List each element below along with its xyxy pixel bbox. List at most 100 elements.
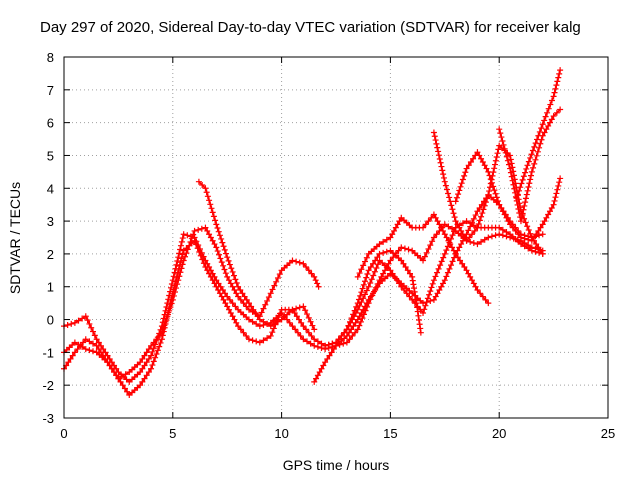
data-point: [541, 117, 547, 123]
data-point: [524, 192, 530, 198]
data-point: [424, 299, 430, 305]
data-point: [443, 183, 449, 189]
data-point: [436, 152, 442, 158]
data-point: [540, 231, 546, 237]
x-tick-label: 15: [383, 426, 397, 441]
data-point: [489, 233, 495, 239]
data-point: [181, 231, 187, 237]
data-point: [493, 232, 499, 238]
series-track-6: [322, 248, 424, 349]
data-point: [210, 209, 216, 215]
x-tick-label: 25: [601, 426, 615, 441]
data-point: [526, 180, 532, 186]
data-point: [439, 167, 445, 173]
data-point: [451, 210, 457, 216]
data-point: [433, 137, 439, 143]
series-track-4: [196, 179, 317, 333]
data-point: [363, 275, 369, 281]
data-point: [232, 276, 238, 282]
data-point: [218, 236, 224, 242]
data-point: [553, 190, 559, 196]
data-point: [417, 325, 423, 331]
x-tick-label: 5: [169, 426, 176, 441]
data-point: [529, 169, 535, 175]
data-point: [531, 144, 537, 150]
data-point: [253, 338, 259, 344]
data-point: [525, 184, 531, 190]
data-point: [486, 188, 492, 194]
data-point: [448, 202, 454, 208]
data-point: [222, 247, 228, 253]
data-point: [533, 140, 539, 146]
data-point: [250, 337, 256, 343]
series-track-11: [514, 67, 564, 201]
y-tick-label: 6: [47, 116, 54, 131]
data-point: [86, 347, 92, 353]
data-point: [402, 245, 408, 251]
data-point: [217, 255, 223, 261]
data-point: [219, 240, 225, 246]
data-point: [221, 243, 227, 249]
data-point: [535, 133, 541, 139]
data-point: [231, 273, 237, 279]
y-axis-label: SDTVAR / TECUs: [7, 182, 23, 294]
data-point: [557, 175, 563, 181]
data-point: [184, 232, 190, 238]
y-tick-label: 1: [47, 280, 54, 295]
data-point: [452, 214, 458, 220]
data-point: [149, 362, 155, 368]
data-point: [537, 129, 543, 135]
data-point: [460, 177, 466, 183]
data-point: [431, 129, 437, 135]
data-point: [458, 184, 464, 190]
data-point: [552, 86, 558, 92]
data-point: [427, 288, 433, 294]
data-point: [230, 269, 236, 275]
data-point: [493, 158, 499, 164]
data-point: [528, 173, 534, 179]
series-trace: [64, 224, 543, 382]
data-point: [380, 250, 386, 256]
data-point: [441, 175, 447, 181]
data-point: [523, 195, 529, 201]
data-point: [221, 266, 227, 272]
data-point: [429, 284, 435, 290]
data-point: [410, 281, 416, 287]
data-point: [212, 217, 218, 223]
data-point: [553, 82, 559, 88]
data-point: [496, 126, 502, 132]
y-tick-label: 7: [47, 83, 54, 98]
y-tick-label: 3: [47, 214, 54, 229]
data-point: [293, 259, 299, 265]
data-point: [223, 251, 229, 257]
data-point: [447, 198, 453, 204]
data-point: [461, 173, 467, 179]
data-point: [537, 141, 543, 147]
data-point: [206, 197, 212, 203]
data-point: [534, 153, 540, 159]
series-track-3: [61, 225, 322, 382]
y-tick-label: -3: [42, 411, 54, 426]
data-point: [459, 180, 465, 186]
data-point: [524, 162, 530, 168]
data-point: [313, 277, 319, 283]
y-tick-label: -2: [42, 378, 54, 393]
data-point: [499, 138, 505, 144]
data-point: [538, 125, 544, 131]
chart-title: Day 297 of 2020, Sidereal Day-to-day VTE…: [40, 19, 581, 36]
data-point: [552, 198, 558, 204]
data-point: [207, 201, 213, 207]
data-point: [478, 214, 484, 220]
y-tick-label: 8: [47, 50, 54, 65]
y-tick-labels: -3-2-1012345678: [42, 50, 54, 426]
data-point: [438, 160, 444, 166]
data-point: [215, 225, 221, 231]
data-point: [494, 154, 500, 160]
data-point: [526, 159, 532, 165]
data-point: [314, 280, 320, 286]
x-tick-labels: 0510152025: [60, 426, 615, 441]
data-point: [522, 170, 528, 176]
data-point: [534, 136, 540, 142]
data-point: [234, 280, 240, 286]
data-point: [216, 229, 222, 235]
